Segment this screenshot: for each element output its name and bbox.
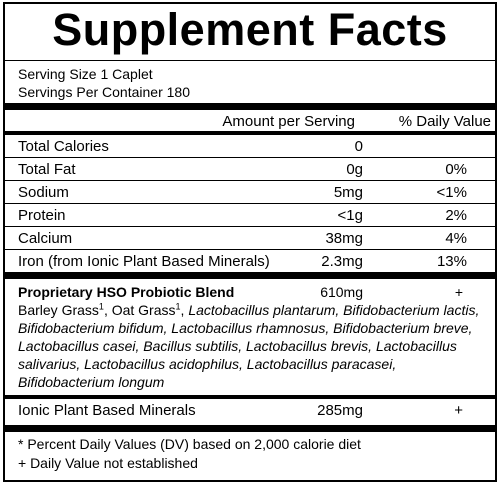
servings-per-container: Servings Per Container 180 xyxy=(18,84,190,100)
nutrient-name: Calcium xyxy=(18,230,73,247)
footnote: + Daily Value not established xyxy=(18,455,198,471)
nutrient-dv: 4% xyxy=(445,230,467,247)
column-header: Amount per Serving % Daily Value xyxy=(5,110,495,131)
nutrient-name: Sodium xyxy=(18,184,69,201)
nutrient-dv: 13% xyxy=(436,253,467,270)
dv-header: % Daily Value xyxy=(398,113,491,130)
footnote-ref: 1 xyxy=(175,301,181,312)
serving-size: Serving Size 1 Caplet xyxy=(18,66,153,82)
blend-name: Proprietary HSO Probiotic Blend xyxy=(18,284,235,300)
ingredient: Lactobacillus plantarum, Bifidobacterium… xyxy=(18,302,480,390)
nutrient-amount: 2.3mg xyxy=(321,253,363,270)
nutrient-dv: 0% xyxy=(445,161,467,178)
footnote-ref: 1 xyxy=(98,301,104,312)
nutrient-amount: 0 xyxy=(354,138,363,155)
nutrient-name: Total Calories xyxy=(18,138,109,155)
title: Supplement Facts xyxy=(52,4,448,55)
ingredient: , xyxy=(180,302,189,318)
nutrient-row: Total Fat 0g 0% xyxy=(5,157,495,180)
supplement-label: Supplement Facts Serving Size 1 Caplet S… xyxy=(3,2,497,482)
blend-dv: + xyxy=(454,284,463,300)
blend-amount: 610mg xyxy=(320,284,363,300)
nutrient-dv: <1% xyxy=(436,184,467,201)
minerals-amount: 285mg xyxy=(317,402,363,419)
nutrient-name: Protein xyxy=(18,207,66,224)
blend-ingredients: Barley Grass1, Oat Grass1, Lactobacillus… xyxy=(18,301,488,391)
nutrient-row: Total Calories 0 xyxy=(5,135,495,157)
nutrient-amount: 5mg xyxy=(333,184,363,201)
nutrient-row: Protein <1g 2% xyxy=(5,203,495,226)
blend: Proprietary HSO Probiotic Blend 610mg + … xyxy=(5,279,495,395)
footnotes: * Percent Daily Values (DV) based on 2,0… xyxy=(5,432,495,473)
nutrient-amount: <1g xyxy=(337,207,363,224)
nutrient-row: Iron (from Ionic Plant Based Minerals) 2.… xyxy=(5,249,495,272)
amount-header: Amount per Serving xyxy=(222,113,355,130)
nutrient-amount: 0g xyxy=(346,161,363,178)
nutrient-row: Sodium 5mg <1% xyxy=(5,180,495,203)
nutrient-rows: Total Calories 0 Total Fat 0g 0% Sodium 5mg <1%… xyxy=(5,135,495,272)
minerals-dv: + xyxy=(454,402,463,419)
ingredient: , Oat Grass xyxy=(103,302,176,318)
nutrient-name: Iron (from Ionic Plant Based Minerals) xyxy=(18,253,270,270)
nutrient-name: Total Fat xyxy=(18,161,76,178)
footnote: * Percent Daily Values (DV) based on 2,0… xyxy=(18,436,361,452)
ingredient: Barley Grass xyxy=(18,302,99,318)
nutrient-row: Calcium 38mg 4% xyxy=(5,226,495,249)
nutrient-amount: 38mg xyxy=(325,230,363,247)
minerals-name: Ionic Plant Based Minerals xyxy=(18,402,196,419)
minerals-row: Ionic Plant Based Minerals 285mg + xyxy=(5,399,495,421)
nutrient-dv: 2% xyxy=(445,207,467,224)
